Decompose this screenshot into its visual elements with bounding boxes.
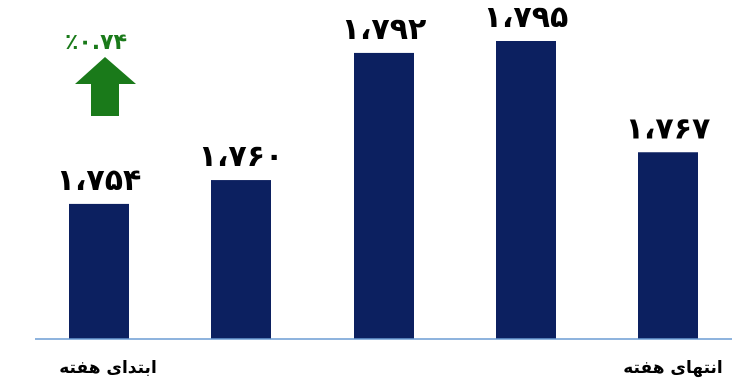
up-arrow-icon: [75, 57, 136, 116]
bar-value-label-2: ۱،۷۹۲: [342, 12, 427, 47]
category-labels: ابتدای هفته انتهای هفته: [59, 358, 723, 378]
bar-0: [69, 203, 129, 339]
bar-2: [354, 52, 414, 340]
bar-3: [496, 41, 556, 339]
change-annotation: ٪۰.۷۴: [65, 30, 136, 116]
bar-value-label-1: ۱،۷۶۰: [199, 139, 284, 174]
bar-4: [638, 152, 698, 339]
category-label-4: انتهای هفته: [623, 358, 723, 378]
change-percent-label: ٪۰.۷۴: [65, 30, 127, 55]
bar-value-label-3: ۱،۷۹۵: [484, 0, 569, 35]
bar-1: [211, 180, 271, 339]
bars: [69, 41, 698, 340]
bar-value-label-0: ۱،۷۵۴: [57, 163, 142, 198]
value-labels: ۱،۷۵۴ ۱،۷۶۰ ۱،۷۹۲ ۱،۷۹۵ ۱،۷۶۷: [57, 0, 711, 198]
bar-value-label-4: ۱،۷۶۷: [626, 111, 711, 146]
category-label-0: ابتدای هفته: [59, 358, 157, 378]
